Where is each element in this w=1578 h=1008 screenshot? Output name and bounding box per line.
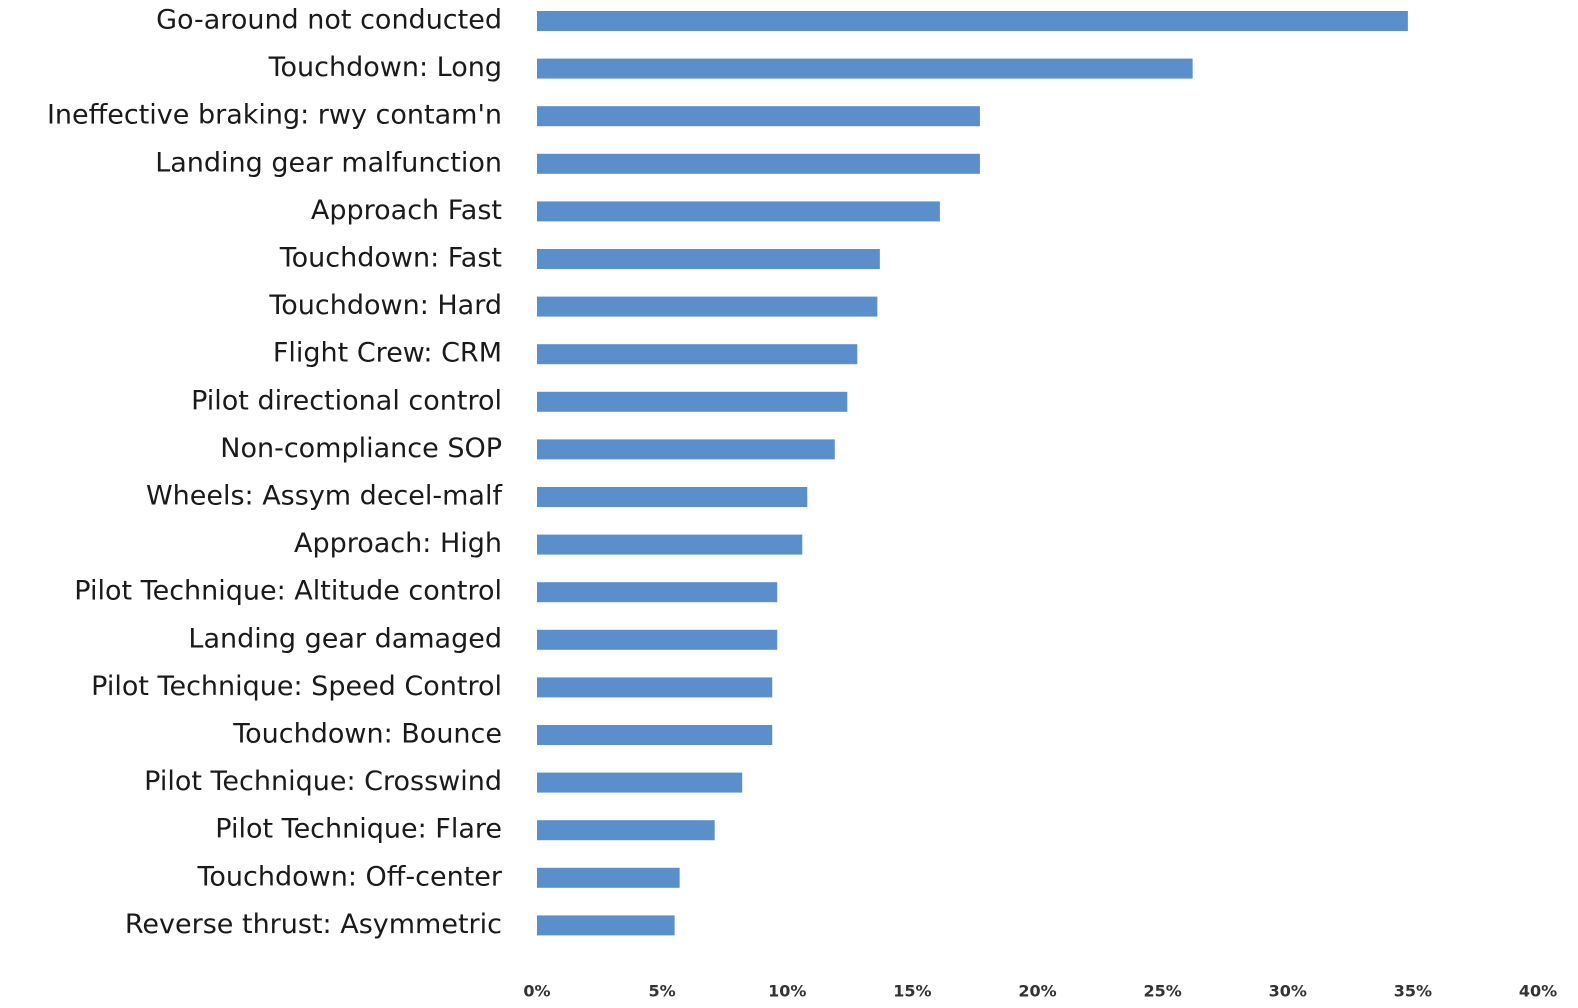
y-tick-label: Approach: High (294, 528, 502, 559)
y-tick-label: Pilot Technique: Altitude control (74, 576, 502, 607)
bar (537, 867, 680, 888)
bar (537, 153, 980, 174)
bar (537, 772, 743, 793)
bar (537, 820, 715, 841)
y-tick-label: Touchdown: Long (268, 52, 502, 83)
y-tick-label: Ineffective braking: rwy contam'n (47, 100, 502, 131)
bar (537, 344, 858, 365)
x-tick-label: 35% (1394, 982, 1432, 1001)
bar (537, 677, 773, 698)
bar (537, 439, 835, 460)
y-tick-label: Flight Crew: CRM (273, 338, 502, 369)
y-tick-label: Pilot Technique: Flare (215, 814, 502, 845)
x-tick-label: 30% (1269, 982, 1307, 1001)
x-tick-label: 20% (1018, 982, 1056, 1001)
bar (537, 582, 778, 603)
bar (537, 391, 848, 412)
x-tick-label: 25% (1143, 982, 1181, 1001)
x-tick-label: 40% (1519, 982, 1557, 1001)
y-tick-label: Touchdown: Off-center (197, 861, 503, 892)
x-tick-label: 10% (768, 982, 806, 1001)
y-tick-label: Pilot Technique: Crosswind (144, 766, 502, 797)
y-tick-label: Approach Fast (311, 195, 502, 226)
bar (537, 201, 940, 222)
y-tick-label: Pilot Technique: Speed Control (91, 671, 502, 702)
y-tick-label: Landing gear malfunction (155, 147, 502, 178)
bar (537, 106, 980, 127)
bar (537, 534, 803, 555)
bar (537, 296, 878, 317)
bar (537, 487, 808, 507)
bar (537, 629, 778, 650)
bar (537, 249, 880, 269)
y-tick-label: Non-compliance SOP (220, 433, 502, 464)
y-tick-label: Pilot directional control (191, 385, 502, 416)
y-tick-label: Touchdown: Bounce (232, 719, 502, 750)
y-tick-label: Landing gear damaged (188, 623, 502, 654)
x-tick-label: 5% (649, 982, 676, 1001)
bar (537, 58, 1193, 79)
y-tick-label: Touchdown: Hard (268, 290, 502, 321)
bar (537, 915, 675, 936)
y-tick-label: Wheels: Assym decel-malf (146, 481, 504, 512)
bar (537, 725, 773, 745)
x-tick-label: 0% (523, 982, 550, 1001)
bar (537, 11, 1408, 31)
y-tick-label: Reverse thrust: Asymmetric (125, 909, 502, 940)
x-tick-label: 15% (893, 982, 931, 1001)
y-tick-label: Touchdown: Fast (279, 243, 502, 274)
y-tick-label: Go-around not conducted (156, 5, 502, 36)
